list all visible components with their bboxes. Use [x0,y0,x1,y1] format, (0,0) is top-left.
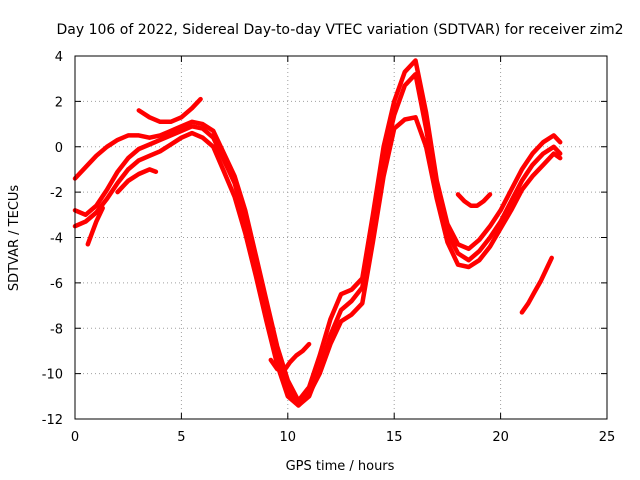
x-axis-label: GPS time / hours [286,459,395,474]
x-tick-label: 10 [280,430,297,445]
y-tick-label: 2 [55,95,63,110]
series-line-track-5 [115,167,159,195]
x-tick-label: 25 [599,430,616,445]
series-line-track-4 [136,96,203,125]
x-tick-label: 5 [177,430,185,445]
y-tick-labels: -12 -10 -8 -6 -4 -2 0 2 4 [42,50,63,428]
x-tick-label: 15 [386,430,403,445]
tick-layer [74,55,608,420]
y-tick-label: -10 [42,368,63,383]
x-tick-label: 0 [71,430,79,445]
chart-title: Day 106 of 2022, Sidereal Day-to-day VTE… [57,22,624,38]
y-tick-label: -4 [50,232,63,247]
x-tick-labels: 0 5 10 15 20 25 [71,430,615,445]
y-axis-label: SDTVAR / TECUs [7,185,22,292]
x-tick-label: 20 [492,430,509,445]
series-line-track-1 [72,58,563,404]
series-line-track-7 [268,341,312,374]
series-layer [72,58,563,408]
y-tick-label: -12 [42,413,63,428]
series-line-track-9 [519,255,554,315]
grid-layer [75,56,607,419]
y-tick-label: 4 [55,50,63,65]
y-tick-label: -6 [50,277,63,292]
y-tick-label: -2 [50,186,63,201]
series-line-track-8 [455,192,493,208]
series-line-track-6 [85,205,105,247]
y-tick-label: 0 [55,141,63,156]
y-tick-label: -8 [50,322,63,337]
series-line-track-3 [72,115,563,408]
